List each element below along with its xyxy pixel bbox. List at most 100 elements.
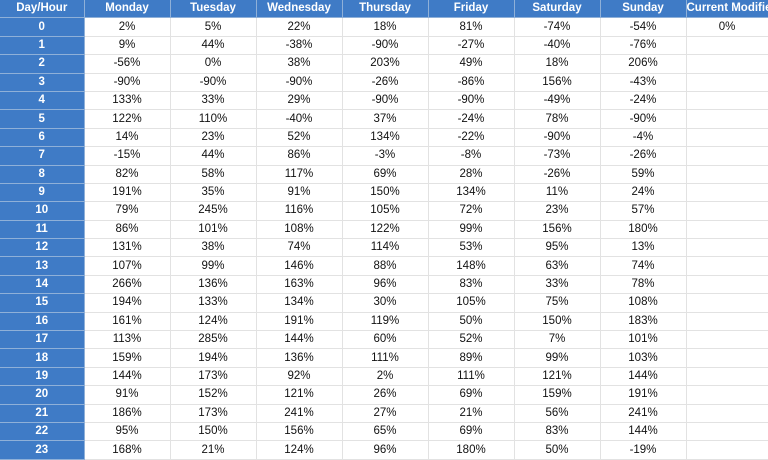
value-cell[interactable]: 131% xyxy=(84,238,171,258)
value-cell[interactable]: 148% xyxy=(428,256,515,276)
value-cell[interactable]: 144% xyxy=(600,422,687,442)
value-cell[interactable]: 44% xyxy=(170,146,257,166)
value-cell[interactable]: 194% xyxy=(84,293,171,313)
value-cell[interactable]: 18% xyxy=(514,54,601,74)
value-cell[interactable]: 18% xyxy=(342,17,429,37)
value-cell[interactable]: 95% xyxy=(514,238,601,258)
value-cell[interactable]: 86% xyxy=(256,146,343,166)
value-cell[interactable]: 52% xyxy=(256,128,343,148)
value-cell[interactable]: -27% xyxy=(428,36,515,56)
current-modifier-cell[interactable] xyxy=(686,440,768,460)
current-modifier-cell[interactable] xyxy=(686,275,768,295)
current-modifier-cell[interactable] xyxy=(686,73,768,92)
current-modifier-cell[interactable] xyxy=(686,220,768,240)
value-cell[interactable]: -24% xyxy=(428,109,515,129)
current-modifier-cell[interactable] xyxy=(686,36,768,56)
value-cell[interactable]: 52% xyxy=(428,330,515,350)
value-cell[interactable]: 91% xyxy=(256,183,343,203)
value-cell[interactable]: 99% xyxy=(514,348,601,368)
value-cell[interactable]: 180% xyxy=(428,440,515,460)
value-cell[interactable]: 91% xyxy=(84,385,171,405)
value-cell[interactable]: 113% xyxy=(84,330,171,350)
value-cell[interactable]: 11% xyxy=(514,183,601,203)
value-cell[interactable]: 245% xyxy=(170,201,257,221)
value-cell[interactable]: 183% xyxy=(600,312,687,332)
current-modifier-cell[interactable] xyxy=(686,404,768,423)
current-modifier-cell[interactable] xyxy=(686,312,768,332)
value-cell[interactable]: 92% xyxy=(256,367,343,387)
value-cell[interactable]: 33% xyxy=(170,91,257,111)
value-cell[interactable]: 38% xyxy=(170,238,257,258)
value-cell[interactable]: 28% xyxy=(428,165,515,184)
value-cell[interactable]: 50% xyxy=(514,440,601,460)
value-cell[interactable]: 23% xyxy=(170,128,257,148)
value-cell[interactable]: 83% xyxy=(428,275,515,295)
value-cell[interactable]: -26% xyxy=(600,146,687,166)
value-cell[interactable]: 124% xyxy=(170,312,257,332)
current-modifier-cell[interactable] xyxy=(686,367,768,387)
value-cell[interactable]: 38% xyxy=(256,54,343,74)
value-cell[interactable]: 134% xyxy=(428,183,515,203)
value-cell[interactable]: 21% xyxy=(170,440,257,460)
value-cell[interactable]: -54% xyxy=(600,17,687,37)
value-cell[interactable]: 74% xyxy=(256,238,343,258)
value-cell[interactable]: 241% xyxy=(600,404,687,423)
value-cell[interactable]: 2% xyxy=(342,367,429,387)
value-cell[interactable]: 35% xyxy=(170,183,257,203)
value-cell[interactable]: 96% xyxy=(342,275,429,295)
value-cell[interactable]: 108% xyxy=(600,293,687,313)
value-cell[interactable]: 44% xyxy=(170,36,257,56)
value-cell[interactable]: -3% xyxy=(342,146,429,166)
value-cell[interactable]: 22% xyxy=(256,17,343,37)
value-cell[interactable]: 134% xyxy=(342,128,429,148)
value-cell[interactable]: -40% xyxy=(514,36,601,56)
value-cell[interactable]: -90% xyxy=(84,73,171,92)
value-cell[interactable]: -90% xyxy=(514,128,601,148)
value-cell[interactable]: -26% xyxy=(514,165,601,184)
value-cell[interactable]: 82% xyxy=(84,165,171,184)
value-cell[interactable]: 105% xyxy=(428,293,515,313)
value-cell[interactable]: 23% xyxy=(514,201,601,221)
value-cell[interactable]: 111% xyxy=(342,348,429,368)
current-modifier-cell[interactable] xyxy=(686,165,768,184)
value-cell[interactable]: 13% xyxy=(600,238,687,258)
value-cell[interactable]: 14% xyxy=(84,128,171,148)
value-cell[interactable]: 136% xyxy=(256,348,343,368)
value-cell[interactable]: 0% xyxy=(170,54,257,74)
value-cell[interactable]: 83% xyxy=(514,422,601,442)
value-cell[interactable]: 59% xyxy=(600,165,687,184)
value-cell[interactable]: 191% xyxy=(600,385,687,405)
value-cell[interactable]: 58% xyxy=(170,165,257,184)
value-cell[interactable]: 74% xyxy=(600,256,687,276)
value-cell[interactable]: 107% xyxy=(84,256,171,276)
value-cell[interactable]: 101% xyxy=(170,220,257,240)
current-modifier-cell[interactable] xyxy=(686,238,768,258)
value-cell[interactable]: -90% xyxy=(428,91,515,111)
value-cell[interactable]: -86% xyxy=(428,73,515,92)
value-cell[interactable]: 24% xyxy=(600,183,687,203)
value-cell[interactable]: 81% xyxy=(428,17,515,37)
value-cell[interactable]: 144% xyxy=(84,367,171,387)
value-cell[interactable]: 75% xyxy=(514,293,601,313)
current-modifier-cell[interactable] xyxy=(686,330,768,350)
value-cell[interactable]: 88% xyxy=(342,256,429,276)
current-modifier-cell[interactable] xyxy=(686,54,768,74)
value-cell[interactable]: -90% xyxy=(170,73,257,92)
value-cell[interactable]: 69% xyxy=(428,422,515,442)
value-cell[interactable]: 180% xyxy=(600,220,687,240)
value-cell[interactable]: 99% xyxy=(170,256,257,276)
value-cell[interactable]: -4% xyxy=(600,128,687,148)
value-cell[interactable]: 101% xyxy=(600,330,687,350)
value-cell[interactable]: 63% xyxy=(514,256,601,276)
value-cell[interactable]: 241% xyxy=(256,404,343,423)
value-cell[interactable]: 266% xyxy=(84,275,171,295)
current-modifier-cell[interactable] xyxy=(686,183,768,203)
value-cell[interactable]: 186% xyxy=(84,404,171,423)
current-modifier-cell[interactable] xyxy=(686,293,768,313)
value-cell[interactable]: -26% xyxy=(342,73,429,92)
value-cell[interactable]: 105% xyxy=(342,201,429,221)
value-cell[interactable]: 53% xyxy=(428,238,515,258)
value-cell[interactable]: 65% xyxy=(342,422,429,442)
value-cell[interactable]: 161% xyxy=(84,312,171,332)
value-cell[interactable]: -40% xyxy=(256,109,343,129)
